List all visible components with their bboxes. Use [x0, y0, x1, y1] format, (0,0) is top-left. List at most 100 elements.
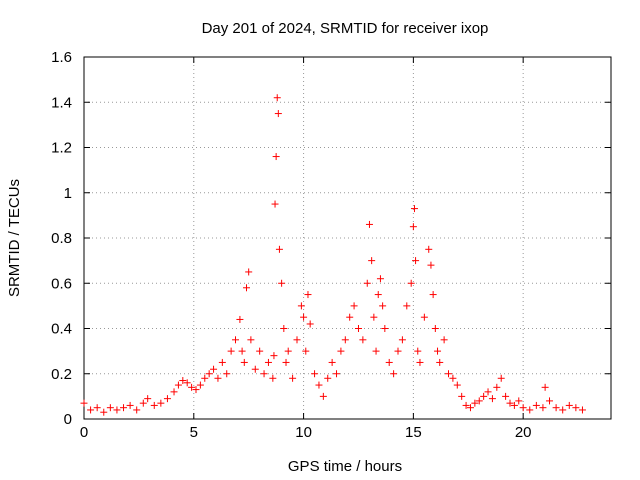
data-point — [488, 395, 496, 403]
data-point — [232, 336, 240, 344]
data-point — [260, 370, 268, 378]
data-point — [502, 392, 510, 400]
data-point — [539, 404, 547, 412]
data-point — [412, 257, 420, 265]
data-point — [333, 370, 341, 378]
data-point — [445, 370, 453, 378]
y-tick-label: 0.8 — [51, 230, 72, 247]
data-point — [359, 336, 367, 344]
data-point — [120, 404, 128, 412]
data-point — [236, 315, 244, 323]
data-point — [170, 388, 178, 396]
data-point — [572, 404, 580, 412]
data-point — [270, 352, 278, 360]
y-tick-label: 0 — [64, 411, 72, 428]
data-point — [434, 347, 442, 355]
chart-title: Day 201 of 2024, SRMTID for receiver ixo… — [202, 20, 489, 37]
data-point — [150, 401, 158, 409]
data-point — [453, 381, 461, 389]
data-point — [284, 347, 292, 355]
data-point — [328, 358, 336, 366]
data-point — [188, 383, 196, 391]
x-axis-label: GPS time / hours — [288, 458, 402, 475]
data-point — [271, 200, 279, 208]
axis-ticks: 0 5 10 15 20 0 0.2 0.4 0.6 0.8 1 1.2 1.4 1.6 — [51, 49, 611, 441]
data-point — [471, 399, 479, 407]
data-point — [394, 347, 402, 355]
data-point — [416, 358, 424, 366]
data-point — [106, 404, 114, 412]
data-point — [381, 325, 389, 332]
data-point — [390, 370, 398, 378]
data-points — [80, 94, 586, 416]
data-point — [409, 223, 417, 231]
data-point — [240, 358, 248, 366]
data-point — [398, 336, 406, 344]
data-point — [205, 370, 213, 378]
data-point — [462, 401, 470, 409]
data-point — [144, 395, 152, 403]
y-tick-label: 0.4 — [51, 321, 72, 338]
y-tick-label: 1.4 — [51, 94, 72, 111]
data-point — [163, 395, 171, 403]
data-point — [93, 404, 101, 412]
data-point — [368, 257, 376, 265]
data-point — [87, 406, 95, 414]
data-point — [385, 358, 393, 366]
data-point — [80, 399, 88, 407]
x-tick-label: 15 — [405, 424, 422, 441]
y-tick-label: 0.2 — [51, 366, 72, 383]
data-point — [429, 291, 437, 299]
y-tick-label: 1.6 — [51, 49, 72, 66]
y-tick-label: 1 — [64, 185, 72, 202]
y-axis-label: SRMTID / TECUs — [6, 179, 23, 297]
data-point — [289, 374, 297, 382]
data-point — [407, 279, 415, 287]
data-point — [410, 205, 418, 213]
data-point — [458, 392, 466, 400]
data-point — [374, 291, 382, 299]
data-point — [427, 261, 435, 269]
data-point — [403, 302, 411, 310]
data-point — [306, 320, 314, 328]
data-point — [414, 347, 422, 355]
data-point — [565, 401, 573, 409]
data-point — [370, 313, 378, 321]
data-point — [506, 399, 514, 407]
data-point — [280, 325, 288, 332]
data-point — [480, 392, 488, 400]
data-point — [227, 347, 235, 355]
data-point — [300, 313, 308, 321]
data-point — [192, 386, 200, 394]
data-point — [311, 370, 319, 378]
data-point — [275, 245, 283, 253]
data-point — [532, 401, 540, 409]
data-point — [256, 347, 264, 355]
data-point — [264, 358, 272, 366]
data-point — [139, 399, 147, 407]
data-point — [274, 110, 282, 118]
data-point — [269, 374, 277, 382]
data-point — [251, 365, 259, 373]
data-point — [183, 379, 191, 387]
data-point — [247, 336, 255, 344]
data-point — [541, 383, 549, 391]
data-point — [100, 408, 108, 416]
data-point — [519, 404, 527, 412]
data-point — [493, 383, 501, 391]
data-point — [324, 374, 332, 382]
data-point — [282, 358, 290, 366]
data-point — [526, 406, 534, 414]
data-point — [293, 336, 301, 344]
data-point — [210, 365, 218, 373]
data-point — [420, 313, 428, 321]
data-point — [372, 347, 380, 355]
data-point — [302, 347, 310, 355]
data-point — [425, 245, 433, 253]
data-point — [245, 268, 253, 276]
data-point — [238, 347, 246, 355]
data-point — [157, 399, 165, 407]
grid — [84, 57, 611, 419]
data-point — [484, 388, 492, 396]
